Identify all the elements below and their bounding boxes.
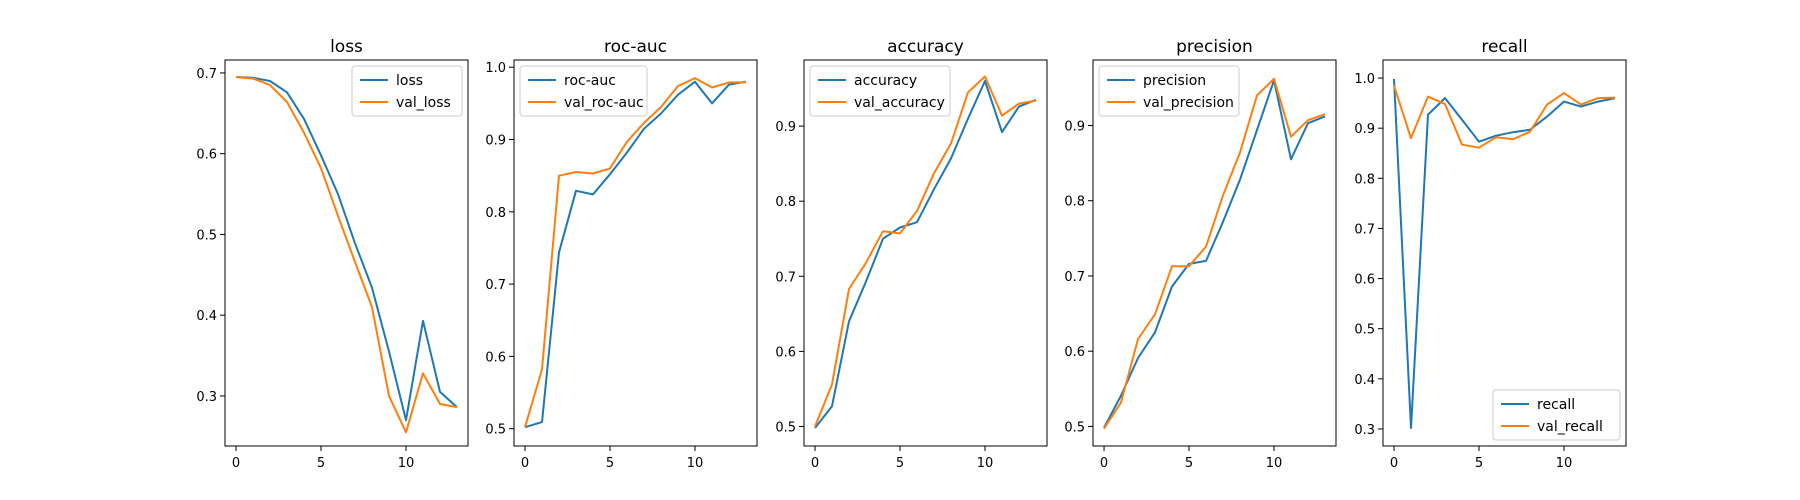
legend-label: loss [396, 73, 423, 89]
y-tick-label: 0.6 [196, 148, 217, 163]
legend: recall val_recall [1492, 389, 1621, 441]
y-tick-label: 0.9 [1064, 119, 1085, 134]
panel-loss: loss 0 5 10 0.3 0.4 0.5 0.6 0.7 loss val_loss [196, 37, 469, 471]
series-line-precision [1103, 79, 1326, 429]
x-tick-label: 0 [232, 456, 240, 471]
panel-title: roc-auc [604, 37, 667, 57]
legend-label: precision [1143, 73, 1206, 89]
y-tick-label: 0.7 [1354, 222, 1375, 237]
y-tick-label: 0.8 [775, 195, 796, 210]
x-tick-label: 5 [1475, 456, 1483, 471]
x-tick-label: 0 [1100, 456, 1108, 471]
y-tick-label: 1.0 [485, 61, 506, 76]
legend: roc-auc val_roc-auc [519, 65, 648, 117]
y-tick-label: 0.7 [775, 270, 796, 285]
x-tick-label: 5 [606, 456, 614, 471]
legend: loss val_loss [351, 65, 463, 117]
legend: accuracy val_accuracy [809, 65, 951, 117]
legend-box [351, 65, 463, 117]
y-tick-label: 0.5 [775, 420, 796, 435]
legend-box [1098, 65, 1240, 117]
x-tick-label: 5 [1185, 456, 1193, 471]
y-tick-label: 0.7 [485, 278, 506, 293]
y-tick-label: 0.4 [1354, 373, 1375, 388]
y-tick-label: 0.6 [1064, 345, 1085, 360]
axes-frame [224, 59, 469, 447]
y-tick-label: 0.3 [1354, 423, 1375, 438]
y-tick-label: 0.6 [1354, 273, 1375, 288]
y-tick-label: 0.5 [196, 228, 217, 243]
y-tick-label: 0.5 [1064, 420, 1085, 435]
x-tick-label: 10 [687, 456, 704, 471]
legend-label: recall [1537, 397, 1575, 413]
series-line-val_roc-auc [524, 77, 746, 428]
y-tick-label: 0.8 [1064, 195, 1085, 210]
y-tick-label: 0.5 [485, 423, 506, 438]
x-tick-label: 5 [317, 456, 325, 471]
panel-recall: recall 0 5 10 0.3 0.4 0.5 0.6 0.7 0.8 0.9 1.0 recall… [1354, 37, 1627, 471]
legend-label: val_accuracy [854, 95, 945, 111]
series-line-val_accuracy [814, 75, 1037, 427]
panel-accuracy: accuracy 0 5 10 0.5 0.6 0.7 0.8 0.9 accuracy val_a… [775, 37, 1048, 471]
x-tick-label: 10 [398, 456, 415, 471]
panel-title: accuracy [887, 37, 964, 57]
axes-frame [803, 59, 1048, 447]
y-tick-label: 0.7 [1064, 270, 1085, 285]
series-line-val_recall [1393, 85, 1616, 149]
y-tick-label: 0.3 [196, 390, 217, 405]
legend-label: val_roc-auc [564, 95, 644, 111]
legend-label: val_loss [396, 95, 451, 111]
series-line-roc-auc [524, 80, 747, 429]
axes-frame [1382, 59, 1627, 447]
series-line-recall [1393, 78, 1616, 429]
y-tick-label: 0.7 [196, 67, 217, 82]
series-line-loss [235, 76, 458, 422]
y-tick-label: 0.4 [196, 309, 217, 324]
legend-label: accuracy [854, 73, 917, 89]
panel-title: loss [330, 37, 363, 57]
x-tick-label: 5 [896, 456, 904, 471]
x-tick-label: 10 [977, 456, 994, 471]
x-tick-label: 10 [1266, 456, 1283, 471]
x-tick-label: 10 [1556, 456, 1573, 471]
x-tick-label: 0 [1390, 456, 1398, 471]
axes-frame [1092, 59, 1337, 447]
legend-box [1492, 389, 1621, 441]
legend-box [809, 65, 951, 117]
legend-label: roc-auc [564, 73, 616, 89]
axes-frame [513, 59, 758, 447]
panel-title: precision [1176, 37, 1253, 57]
x-tick-label: 0 [521, 456, 529, 471]
y-tick-label: 0.9 [485, 134, 506, 149]
y-tick-label: 0.9 [775, 120, 796, 135]
x-tick-label: 0 [811, 456, 819, 471]
panel-roc-auc: roc-auc 0 5 10 0.5 0.6 0.7 0.8 0.9 1.0 roc-auc val_… [485, 37, 758, 471]
series-line-accuracy [814, 80, 1037, 429]
y-tick-label: 0.5 [1354, 323, 1375, 338]
legend: precision val_precision [1098, 65, 1240, 117]
panel-precision: precision 0 5 10 0.5 0.6 0.7 0.8 0.9 precision val… [1064, 37, 1337, 471]
panel-title: recall [1481, 37, 1527, 57]
y-tick-label: 0.8 [485, 206, 506, 221]
legend-label: val_precision [1143, 95, 1234, 111]
legend-label: val_recall [1537, 419, 1603, 435]
y-tick-label: 0.9 [1354, 122, 1375, 137]
y-tick-label: 0.6 [775, 345, 796, 360]
series-line-val_loss [235, 76, 458, 434]
series-line-val_precision [1103, 77, 1326, 430]
y-tick-label: 0.6 [485, 350, 506, 365]
legend-box [519, 65, 648, 117]
y-tick-label: 0.8 [1354, 172, 1375, 187]
y-tick-label: 1.0 [1354, 72, 1375, 87]
